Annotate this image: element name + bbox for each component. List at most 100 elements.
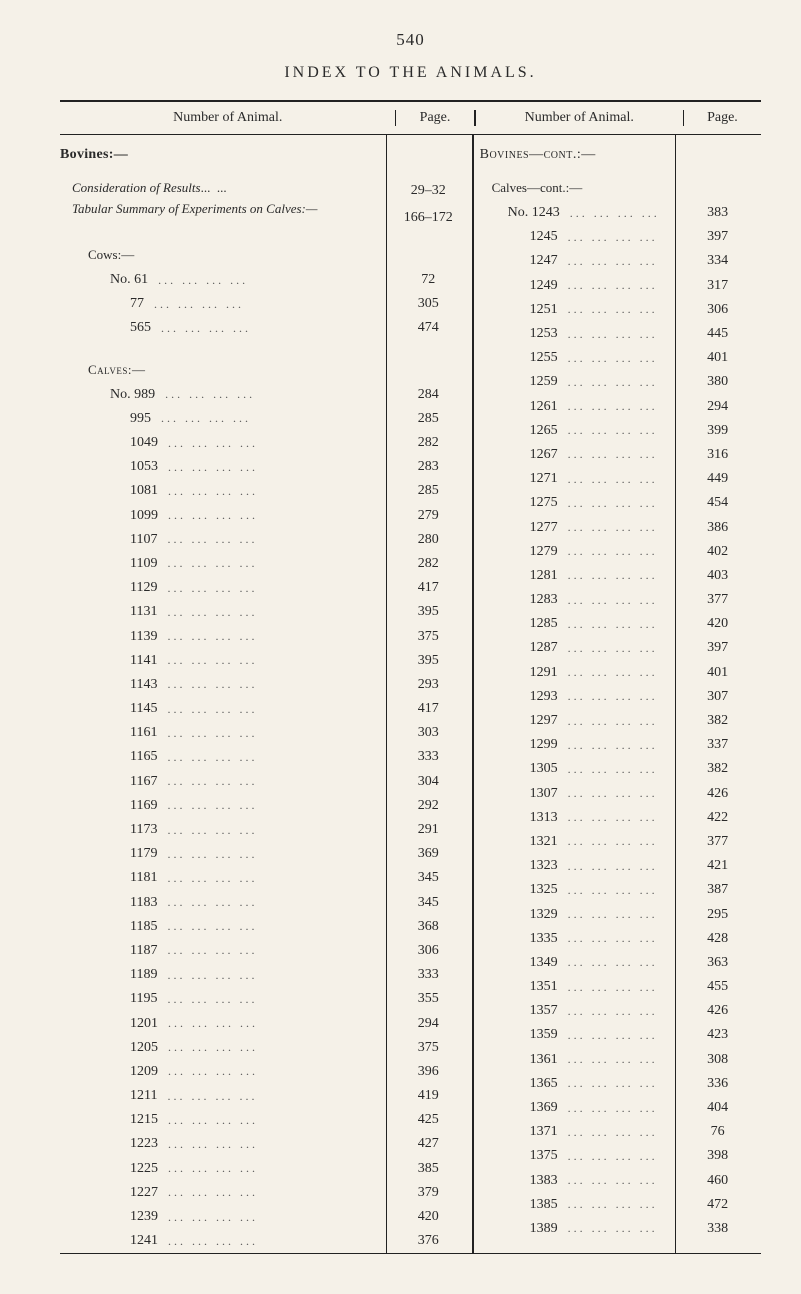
animal-number: 1173 [130,822,157,838]
animal-number: 1209 [130,1064,158,1080]
header-animal-left: Number of Animal. [60,110,396,126]
animal-number: 1271 [530,471,558,487]
animal-number: 1351 [530,979,558,995]
page-value: 377 [680,830,755,854]
leader-dots: ... ... ... ... [168,1040,380,1055]
animal-number: 1185 [130,919,157,935]
table-row: 1293... ... ... ... [480,685,670,709]
animal-number: No. 1243 [508,205,560,221]
leader-dots: ... ... ... ... [167,556,379,571]
leader-dots: ... ... ... ... [568,786,670,801]
leader-dots: ... ... ... ... [568,254,670,269]
leader-dots: ... ... ... ... [154,297,380,312]
animal-number: 1267 [530,447,558,463]
page-value: 363 [680,951,755,975]
table-row: 1049... ... ... ... [60,431,380,455]
animal-number: 1141 [130,653,157,669]
table-row: 1253... ... ... ... [480,322,670,346]
animal-number: 1205 [130,1040,158,1056]
page-value: 426 [680,999,755,1023]
animal-number: 1169 [130,798,157,814]
leader-dots: ... ... ... ... [167,943,379,958]
page-value: 345 [391,866,466,890]
animal-number: 1181 [130,870,157,886]
leader-dots: ... ... ... ... [568,617,670,632]
leader-dots: ... ... ... ... [568,641,670,656]
table-row: 77... ... ... ... [60,292,380,316]
leader-dots: ... ... ... ... [568,447,670,462]
leader-dots: ... ... ... ... [167,726,379,741]
page-value: 382 [680,709,755,733]
left-sub1-page: 29–32 [391,180,466,201]
page-value: 375 [391,1036,466,1060]
animal-number: 1145 [130,701,157,717]
leader-dots: ... ... ... ... [167,823,379,838]
page-value: 382 [680,757,755,781]
animal-number: 1227 [130,1185,158,1201]
page-value: 317 [680,274,755,298]
table-row: 1179... ... ... ... [60,842,380,866]
table-row: 1239... ... ... ... [60,1205,380,1229]
left-sub1: Consideration of Results ... ... [60,180,380,201]
table-row: 1297... ... ... ... [480,709,670,733]
table-row: 1183... ... ... ... [60,891,380,915]
animal-number: 1161 [130,725,157,741]
right-heading-text: Bovines—cont.:— [480,147,596,163]
animal-number: 1349 [530,955,558,971]
animal-number: 1369 [530,1100,558,1116]
page-value: 402 [680,540,755,564]
table-row: 1189... ... ... ... [60,963,380,987]
table-row: 1383... ... ... ... [480,1169,670,1193]
table-row: 1195... ... ... ... [60,987,380,1011]
animal-number: 1261 [530,399,558,415]
table-row: 1181... ... ... ... [60,866,380,890]
animal-number: 1253 [530,326,558,342]
page-value: 397 [680,225,755,249]
animal-number: 1279 [530,544,558,560]
animal-number: 1275 [530,495,558,511]
animal-number: 1249 [530,278,558,294]
right-sub1-text: Calves—cont.:— [492,180,583,196]
leader-dots: ... ... ... ... [168,1210,380,1225]
page-value: 427 [391,1132,466,1156]
page-value: 76 [680,1120,755,1144]
page-value: 385 [391,1157,466,1181]
table-row: 1275... ... ... ... [480,491,670,515]
page-value: 369 [391,842,466,866]
animal-number: 1131 [130,604,157,620]
leader-dots: ... ... ... ... [568,472,670,487]
page-value: 472 [680,1193,755,1217]
table-row: 1167... ... ... ... [60,770,380,794]
table-row: 1359... ... ... ... [480,1023,670,1047]
table-row: 1299... ... ... ... [480,733,670,757]
table-row: 1173 ... ... ... ... [60,818,380,842]
leader-dots: ... ... ... ... [568,351,670,366]
leader-dots: ... ... ... ... [167,653,379,668]
table-body: Bovines:— Consideration of Results ... .… [60,135,761,1253]
animal-number: 1241 [130,1233,158,1249]
table-row: 1351... ... ... ... [480,975,670,999]
animal-number: 1165 [130,749,157,765]
leader-dots: ... ... ... ... [167,702,379,717]
animal-number: 1361 [530,1052,558,1068]
leader-dots: ... ... ... ... [167,629,379,644]
leader-dots: ... ... ... ... [168,1161,380,1176]
table-row: 1241... ... ... ... [60,1229,380,1253]
animal-number: 1383 [530,1173,558,1189]
animal-number: 1299 [530,737,558,753]
table-row: 1053... ... ... ... [60,455,380,479]
page-value: 279 [391,504,466,528]
animal-number: 1139 [130,629,157,645]
animal-number: 1389 [530,1221,558,1237]
page-value: 377 [680,588,755,612]
page-value: 282 [391,431,466,455]
table-row: 1223... ... ... ... [60,1132,380,1156]
leader-dots: ... ... ... ... [168,1016,380,1031]
table-row: 1185... ... ... ... [60,915,380,939]
animal-number: No. 989 [110,387,155,403]
page-value: 280 [391,528,466,552]
leader-dots: ... ... ... ... [168,508,380,523]
table-row: No. 61... ... ... ... [60,268,380,292]
page-value: 395 [391,600,466,624]
page-value: 420 [680,612,755,636]
